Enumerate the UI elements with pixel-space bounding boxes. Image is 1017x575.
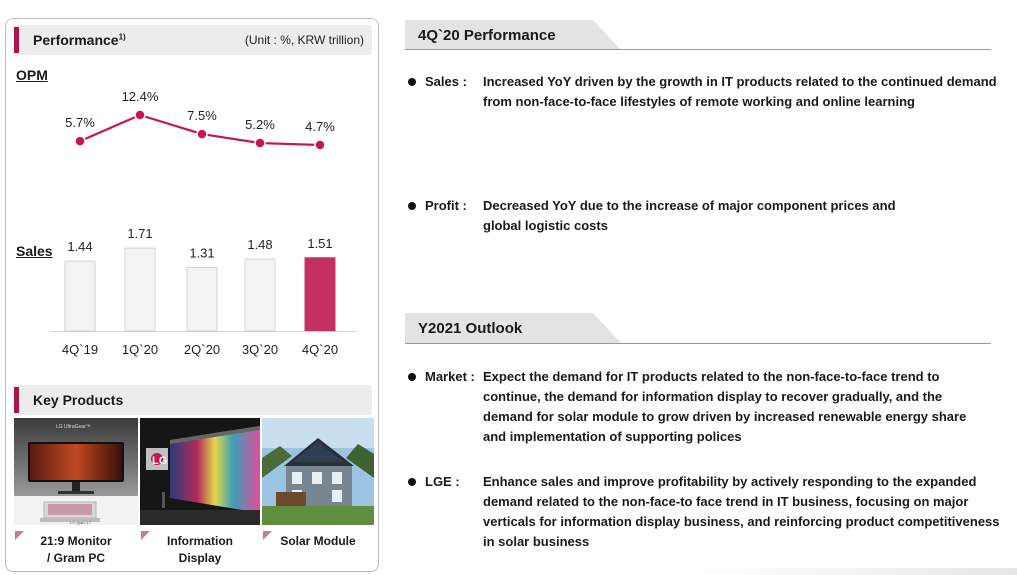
performance-title: Performance1) bbox=[33, 32, 126, 48]
sales-value-label: 1.44 bbox=[67, 239, 92, 254]
category-tick-label: 2Q`20 bbox=[184, 342, 220, 357]
product-marker bbox=[15, 531, 24, 540]
opm-point bbox=[314, 139, 326, 151]
bullet-text: Decreased YoY due to the increase of maj… bbox=[483, 198, 896, 233]
bullet-icon bbox=[408, 478, 416, 486]
sales-bar bbox=[124, 247, 156, 332]
bullet-icon bbox=[408, 373, 416, 381]
sales-bar bbox=[244, 258, 276, 332]
category-tick-label: 3Q`20 bbox=[242, 342, 278, 357]
opm-value-label: 4.7% bbox=[305, 119, 335, 134]
sales-value-label: 1.51 bbox=[307, 236, 332, 251]
header-accent-bar bbox=[14, 27, 19, 53]
section-divider bbox=[405, 343, 991, 344]
bullet-icon bbox=[408, 202, 416, 210]
bullet-text: Expect the demand for IT products relate… bbox=[483, 369, 967, 444]
sales-bar bbox=[304, 257, 336, 332]
product-label-display: Information Display bbox=[167, 534, 233, 565]
section-divider bbox=[405, 49, 991, 50]
opm-value-label: 7.5% bbox=[187, 108, 217, 123]
solar-module-image bbox=[262, 418, 374, 525]
bullet-text: Increased YoY driven by the growth in IT… bbox=[483, 74, 997, 109]
bullet-label: Sales : bbox=[425, 74, 467, 89]
bullet-label: Market : bbox=[425, 369, 475, 384]
sales-value-label: 1.48 bbox=[247, 237, 272, 252]
outlook-section-header: Y2021 Outlook bbox=[405, 313, 621, 343]
unit-label: (Unit : %, KRW trillion) bbox=[244, 33, 364, 47]
product-marker bbox=[141, 531, 150, 540]
performance-header: Performance1) (Unit : %, KRW trillion) bbox=[14, 25, 372, 55]
opm-label: OPM bbox=[16, 67, 48, 83]
bullet-icon bbox=[408, 78, 416, 86]
sales-value-label: 1.31 bbox=[189, 245, 214, 260]
opm-point bbox=[196, 128, 208, 140]
lg-logo-text: LG bbox=[152, 455, 167, 467]
product-marker bbox=[263, 531, 272, 540]
bullet-text: Enhance sales and improve profitability … bbox=[483, 474, 1000, 549]
information-display-image: LG bbox=[140, 418, 260, 525]
opm-value-label: 12.4% bbox=[122, 89, 159, 104]
product-label-solar: Solar Module bbox=[280, 534, 356, 548]
sales-bar bbox=[64, 260, 96, 332]
category-tick-label: 1Q`20 bbox=[122, 342, 158, 357]
bullet-label: Profit : bbox=[425, 198, 467, 213]
sales-label: Sales bbox=[16, 243, 53, 259]
tab-shape bbox=[405, 313, 621, 343]
category-tick-label: 4Q`20 bbox=[302, 342, 338, 357]
bullet-label: LGE : bbox=[425, 474, 460, 489]
sales-value-label: 1.71 bbox=[127, 226, 152, 241]
header-accent-bar bbox=[14, 387, 19, 413]
monitor-gram-image: LG UltraGear™ LG gram 17 bbox=[14, 418, 138, 525]
opm-point bbox=[74, 135, 86, 147]
performance-section-header: 4Q`20 Performance bbox=[405, 20, 621, 50]
opm-point bbox=[134, 109, 146, 121]
outlook-section-title: Y2021 Outlook bbox=[418, 320, 523, 337]
opm-value-label: 5.7% bbox=[65, 115, 95, 130]
left-panel: Performance1) (Unit : %, KRW trillion) O… bbox=[5, 18, 379, 572]
tab-shape bbox=[405, 20, 621, 50]
key-products-header: Key Products bbox=[14, 385, 372, 415]
opm-point bbox=[254, 137, 266, 149]
performance-chart: 5.7% 12.4% 7.5% 5.2% 4.7% 1.44 4Q`19 1.71 1Q`20 1… bbox=[50, 89, 356, 357]
sales-bar bbox=[186, 266, 218, 332]
key-products-title: Key Products bbox=[33, 392, 124, 408]
opm-value-label: 5.2% bbox=[245, 117, 275, 132]
performance-section-title: 4Q`20 Performance bbox=[418, 27, 556, 44]
ultragear-text: LG UltraGear™ bbox=[56, 424, 91, 430]
product-label-monitor: 21:9 Monitor / Gram PC bbox=[40, 534, 112, 565]
category-tick-label: 4Q`19 bbox=[62, 342, 98, 357]
bottom-fade bbox=[700, 568, 1017, 575]
gram-text: LG gram 17 bbox=[70, 520, 92, 525]
